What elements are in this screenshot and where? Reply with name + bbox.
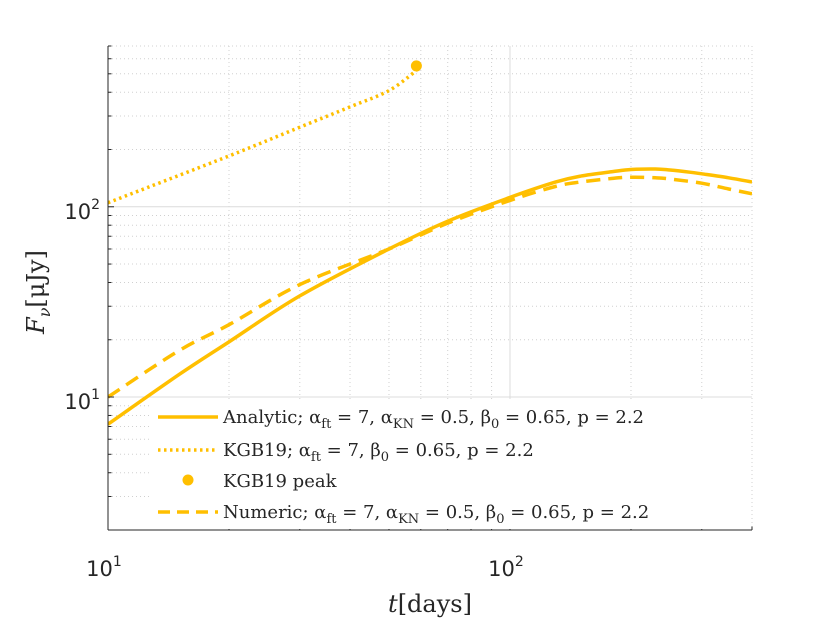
legend-swatch-kgb19-peak xyxy=(182,474,194,486)
x-axis-label: t[days] xyxy=(388,590,472,618)
kgb19-series-line xyxy=(108,69,418,205)
legend-entry-numeric: Numeric; αft = 7, αKN = 0.5, β0 = 0.65, … xyxy=(223,502,649,527)
y-tick-label: 102 xyxy=(64,197,100,224)
kgb19-peak-marker xyxy=(410,60,422,72)
series-layer xyxy=(108,60,752,426)
legend-entry-analytic: Analytic; αft = 7, αKN = 0.5, β0 = 0.65,… xyxy=(222,407,644,432)
legend: Analytic; αft = 7, αKN = 0.5, β0 = 0.65,… xyxy=(150,399,750,529)
x-tick-labels: 101 102 xyxy=(86,554,524,581)
y-axis-label: Fν[μJy] xyxy=(22,250,54,335)
y-tick-label: 101 xyxy=(64,387,100,414)
x-tick-label: 101 xyxy=(86,554,122,581)
numeric-series-line xyxy=(108,175,752,399)
legend-box xyxy=(150,399,750,529)
x-tick-label: 102 xyxy=(488,554,524,581)
analytic-series-line xyxy=(108,167,752,426)
legend-entry-kgb19: KGB19; αft = 7, β0 = 0.65, p = 2.2 xyxy=(223,440,534,465)
y-tick-labels: 101 102 xyxy=(64,197,100,414)
legend-entry-kgb19-peak: KGB19 peak xyxy=(223,471,338,492)
